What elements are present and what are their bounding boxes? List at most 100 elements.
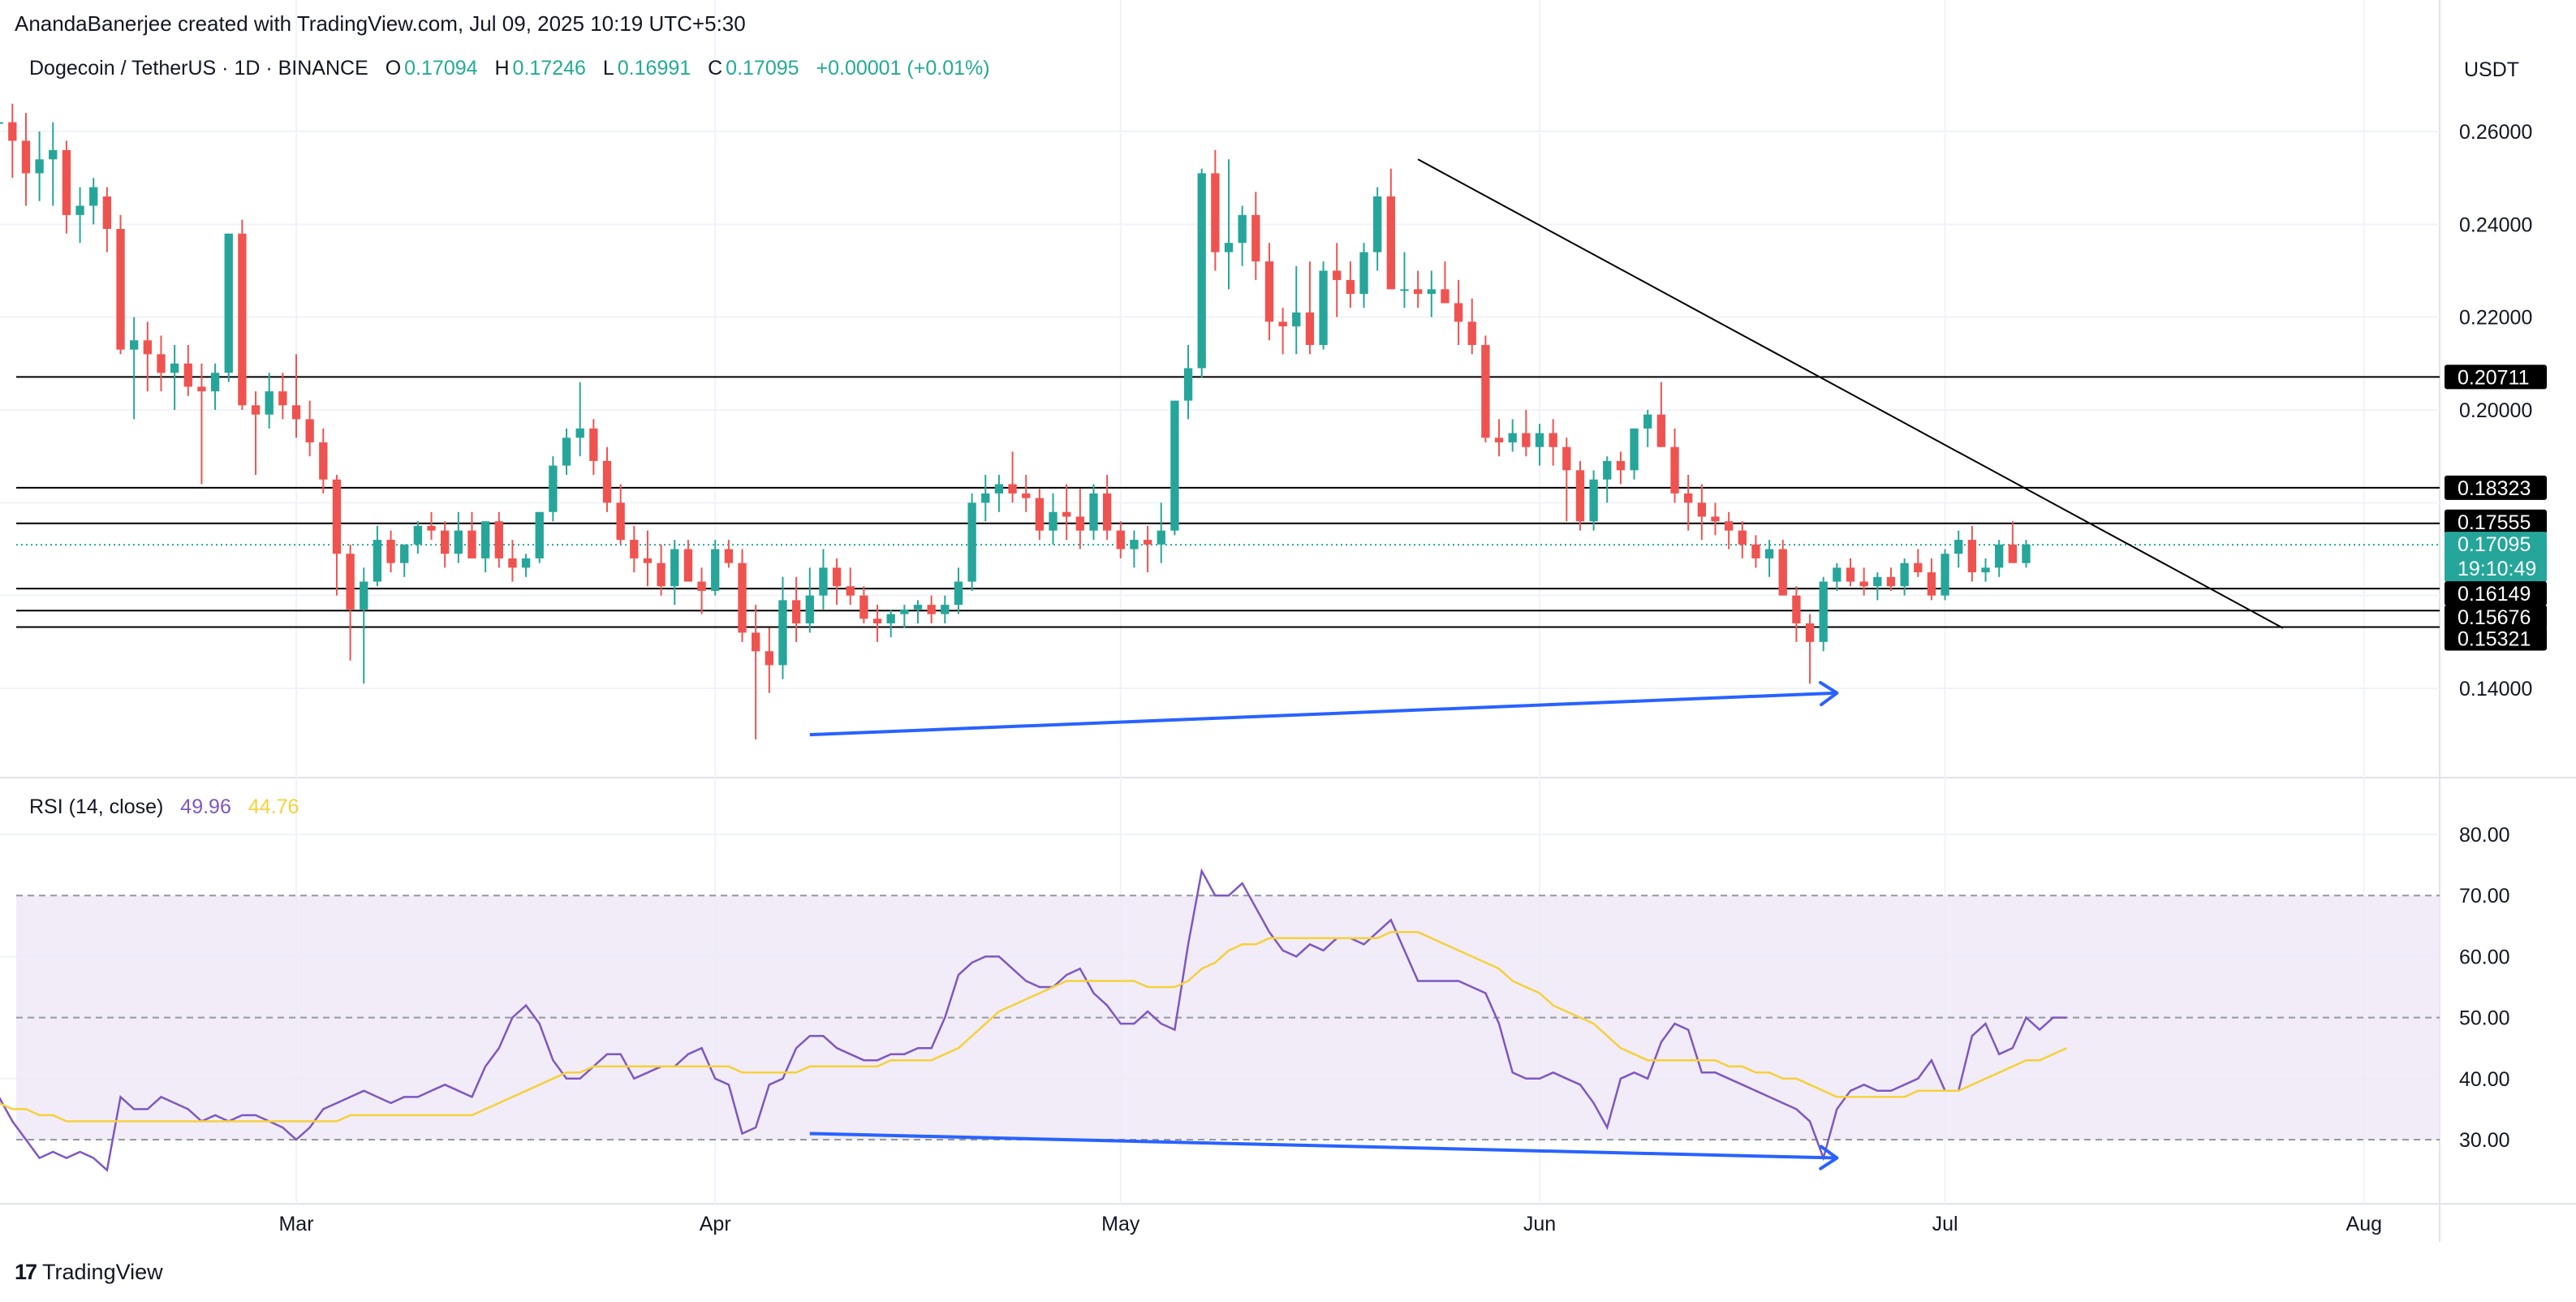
candle-body xyxy=(643,558,653,563)
candle-body xyxy=(1359,252,1368,295)
candle-body xyxy=(332,479,342,554)
descending-trendline xyxy=(1417,158,2284,629)
candle-body xyxy=(1049,511,1058,531)
candle-body xyxy=(1549,433,1557,447)
candle-body xyxy=(724,549,734,563)
candle-body xyxy=(697,581,706,591)
candle-body xyxy=(1778,549,1787,596)
candle-body xyxy=(1764,549,1774,558)
rsi-tick-label: 30.00 xyxy=(2459,1129,2510,1152)
currency-label[interactable]: USDT xyxy=(2464,58,2520,81)
candle-body xyxy=(1211,173,1220,252)
rsi-tick-label: 40.00 xyxy=(2459,1068,2510,1091)
candle-body xyxy=(1819,581,1828,642)
candle-body xyxy=(1995,544,2004,568)
price-tick-label: 0.22000 xyxy=(2459,307,2532,330)
level-tag-bg xyxy=(2445,509,2547,534)
candle-body xyxy=(1670,446,1679,494)
candle-body xyxy=(1886,576,1896,587)
rsi-tick-label: 80.00 xyxy=(2459,824,2510,847)
horizontal-levels[interactable] xyxy=(16,376,2440,628)
time-axis[interactable]: Mar Apr May Jun Jul Aug xyxy=(278,1213,2382,1235)
candle-body xyxy=(819,567,828,596)
candle-body xyxy=(224,233,233,373)
candle-body xyxy=(2008,544,2017,563)
level-tag: 0.16149 xyxy=(2458,583,2531,606)
candle-body xyxy=(1224,243,1234,252)
candle-body xyxy=(1833,567,1842,582)
candle-body xyxy=(238,233,247,406)
high-label: H xyxy=(494,57,510,80)
rsi-axis[interactable]: 80.00 70.00 60.00 50.00 40.00 30.00 xyxy=(2459,824,2510,1152)
candle-body xyxy=(1075,516,1084,531)
candle-body xyxy=(1954,540,1963,554)
candle-body xyxy=(75,205,84,215)
candle-body xyxy=(183,363,192,387)
candle-body xyxy=(1373,196,1382,252)
divergence-arrows[interactable] xyxy=(809,680,1839,1171)
candle-body xyxy=(21,140,31,174)
candle-body xyxy=(1264,261,1274,322)
candle-body xyxy=(346,554,355,610)
candle-body xyxy=(913,605,923,610)
level-tag-bg xyxy=(2445,475,2547,500)
rsi-legend[interactable]: RSI (14, close) 49.96 44.76 xyxy=(29,795,299,819)
candle-body xyxy=(1792,595,1801,623)
candle-body xyxy=(291,405,301,420)
level-tag: 0.17555 xyxy=(2458,511,2531,534)
candle-body xyxy=(927,605,936,614)
candle-body xyxy=(886,614,895,623)
candle-body xyxy=(1238,214,1247,244)
candle-body xyxy=(116,229,125,350)
candle-body xyxy=(1575,470,1585,522)
candle-body xyxy=(454,530,463,554)
candle-body xyxy=(657,563,666,587)
candle-body xyxy=(1603,460,1612,480)
candle-body xyxy=(1508,433,1517,443)
price-tick-label: 0.20000 xyxy=(2459,399,2532,422)
candle-body xyxy=(778,600,787,666)
candle-body xyxy=(1157,530,1165,545)
candle-body xyxy=(1981,567,1990,573)
symbol-legend[interactable]: Dogecoin / TetherUS · 1D · BINANCE O 0.17… xyxy=(29,57,990,80)
candle-body xyxy=(683,549,693,582)
candle-body xyxy=(305,419,314,443)
price-axis[interactable]: 0.26000 0.24000 0.22000 0.20000 0.14000 xyxy=(2459,121,2532,701)
close-value: 0.17095 xyxy=(726,57,799,80)
time-tick-label: Jun xyxy=(1523,1213,1556,1235)
candle-body xyxy=(1386,196,1395,290)
candle-body xyxy=(467,530,476,558)
candle-body xyxy=(1183,368,1193,401)
candle-body xyxy=(143,340,152,355)
candle-body xyxy=(954,581,963,606)
candle-body xyxy=(1441,289,1450,304)
candle-body xyxy=(981,493,990,503)
logo-text: TradingView xyxy=(42,1260,163,1284)
candle-body xyxy=(1805,623,1815,642)
candle-body xyxy=(1062,511,1071,517)
tradingview-logo[interactable]: 17 TradingView xyxy=(15,1260,163,1285)
low-label: L xyxy=(602,57,614,80)
candle-body xyxy=(1967,540,1977,573)
candle-body xyxy=(1846,567,1855,582)
candle-body xyxy=(549,465,558,512)
change-value: +0.00001 (+0.01%) xyxy=(816,57,990,80)
trendline-group[interactable] xyxy=(1417,158,2284,629)
candle-body xyxy=(1170,400,1179,531)
candle-body xyxy=(373,540,382,582)
open-label: O xyxy=(385,57,402,80)
candle-body xyxy=(1562,446,1571,471)
level-tag: 0.15676 xyxy=(2458,606,2531,629)
candle-body xyxy=(1684,493,1693,503)
rsi-divergence-arrow-head xyxy=(1819,1145,1839,1171)
candle-body xyxy=(319,442,328,480)
candle-body xyxy=(170,363,179,373)
candle-body xyxy=(1494,438,1504,443)
candle-body xyxy=(0,122,3,124)
candle-body xyxy=(670,549,679,587)
symbol-name: Dogecoin / TetherUS · 1D · BINANCE xyxy=(29,57,368,80)
candle-body xyxy=(1278,321,1287,327)
candle-body xyxy=(1711,516,1720,522)
candle-body xyxy=(1305,312,1315,345)
